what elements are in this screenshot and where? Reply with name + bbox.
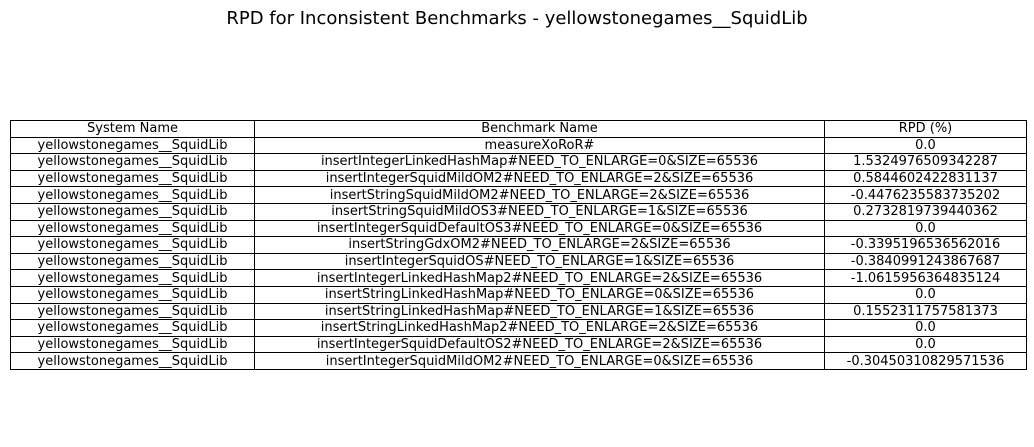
table-row: yellowstonegames__SquidLib insertStringGd… bbox=[10, 236, 1027, 254]
benchmark-name-cell: insertStringGdxOM2#NEED_TO_ENLARGE=2&SIZ… bbox=[254, 236, 825, 254]
table-header-row: System Name Benchmark Name RPD (%) bbox=[10, 120, 1027, 138]
system-name-cell: yellowstonegames__SquidLib bbox=[10, 252, 255, 271]
table-row: yellowstonegames__SquidLib insertIntegerL… bbox=[10, 153, 1027, 171]
rpd-cell: 0.0 bbox=[824, 219, 1027, 238]
rpd-cell: -0.30450310829571536 bbox=[824, 352, 1027, 370]
table-row: yellowstonegames__SquidLib insertStringSq… bbox=[10, 186, 1027, 204]
column-header-system-name: System Name bbox=[10, 120, 255, 138]
column-header-benchmark-name: Benchmark Name bbox=[254, 120, 825, 138]
table-row: yellowstonegames__SquidLib insertStringLi… bbox=[10, 285, 1027, 304]
chart-title: RPD for Inconsistent Benchmarks - yellow… bbox=[226, 8, 808, 29]
benchmark-name-cell: insertIntegerSquidOS#NEED_TO_ENLARGE=1&S… bbox=[254, 252, 825, 271]
table-row: yellowstonegames__SquidLib insertIntegerS… bbox=[10, 252, 1027, 271]
benchmark-name-cell: insertIntegerLinkedHashMap#NEED_TO_ENLAR… bbox=[254, 153, 825, 171]
rpd-cell: 0.5844602422831137 bbox=[824, 169, 1027, 188]
rpd-cell: 0.1552311757581373 bbox=[824, 302, 1027, 321]
rpd-cell: -0.4476235583735202 bbox=[824, 186, 1027, 204]
rpd-cell: -0.3840991243867687 bbox=[824, 252, 1027, 271]
table-row: yellowstonegames__SquidLib insertIntegerS… bbox=[10, 169, 1027, 188]
table-body: yellowstonegames__SquidLib measureXoRoR# 0… bbox=[10, 136, 1027, 370]
benchmark-name-cell: insertStringSquidMildOM2#NEED_TO_ENLARGE… bbox=[254, 186, 825, 204]
rpd-cell: 0.0 bbox=[824, 319, 1027, 337]
benchmark-name-cell: insertStringSquidMildOS3#NEED_TO_ENLARGE… bbox=[254, 202, 825, 221]
system-name-cell: yellowstonegames__SquidLib bbox=[10, 236, 255, 254]
benchmark-name-cell: insertStringLinkedHashMap#NEED_TO_ENLARG… bbox=[254, 285, 825, 304]
system-name-cell: yellowstonegames__SquidLib bbox=[10, 202, 255, 221]
table-row: yellowstonegames__SquidLib measureXoRoR# 0… bbox=[10, 136, 1027, 155]
rpd-cell: 0.0 bbox=[824, 285, 1027, 304]
system-name-cell: yellowstonegames__SquidLib bbox=[10, 302, 255, 321]
benchmark-table: System Name Benchmark Name RPD (%) yello… bbox=[10, 120, 1027, 370]
table-row: yellowstonegames__SquidLib insertIntegerS… bbox=[10, 335, 1027, 354]
table-row: yellowstonegames__SquidLib insertStringLi… bbox=[10, 302, 1027, 321]
table-row: yellowstonegames__SquidLib insertIntegerS… bbox=[10, 352, 1027, 370]
rpd-cell: 1.5324976509342287 bbox=[824, 153, 1027, 171]
rpd-cell: 0.0 bbox=[824, 335, 1027, 354]
benchmark-name-cell: insertStringLinkedHashMap2#NEED_TO_ENLAR… bbox=[254, 319, 825, 337]
benchmark-name-cell: insertIntegerSquidDefaultOS3#NEED_TO_ENL… bbox=[254, 219, 825, 238]
rpd-cell: 0.0 bbox=[824, 136, 1027, 155]
system-name-cell: yellowstonegames__SquidLib bbox=[10, 153, 255, 171]
system-name-cell: yellowstonegames__SquidLib bbox=[10, 285, 255, 304]
table-row: yellowstonegames__SquidLib insertStringSq… bbox=[10, 202, 1027, 221]
column-header-rpd: RPD (%) bbox=[824, 120, 1027, 138]
benchmark-name-cell: insertStringLinkedHashMap#NEED_TO_ENLARG… bbox=[254, 302, 825, 321]
system-name-cell: yellowstonegames__SquidLib bbox=[10, 169, 255, 188]
rpd-cell: -0.3395196536562016 bbox=[824, 236, 1027, 254]
rpd-cell: -1.0615956364835124 bbox=[824, 269, 1027, 287]
system-name-cell: yellowstonegames__SquidLib bbox=[10, 219, 255, 238]
system-name-cell: yellowstonegames__SquidLib bbox=[10, 136, 255, 155]
system-name-cell: yellowstonegames__SquidLib bbox=[10, 352, 255, 370]
benchmark-name-cell: insertIntegerSquidDefaultOS2#NEED_TO_ENL… bbox=[254, 335, 825, 354]
rpd-cell: 0.2732819739440362 bbox=[824, 202, 1027, 221]
benchmark-name-cell: insertIntegerSquidMildOM2#NEED_TO_ENLARG… bbox=[254, 352, 825, 370]
benchmark-name-cell: insertIntegerSquidMildOM2#NEED_TO_ENLARG… bbox=[254, 169, 825, 188]
table-row: yellowstonegames__SquidLib insertIntegerS… bbox=[10, 219, 1027, 238]
benchmark-name-cell: insertIntegerLinkedHashMap2#NEED_TO_ENLA… bbox=[254, 269, 825, 287]
benchmark-name-cell: measureXoRoR# bbox=[254, 136, 825, 155]
table-row: yellowstonegames__SquidLib insertIntegerL… bbox=[10, 269, 1027, 287]
system-name-cell: yellowstonegames__SquidLib bbox=[10, 186, 255, 204]
system-name-cell: yellowstonegames__SquidLib bbox=[10, 335, 255, 354]
system-name-cell: yellowstonegames__SquidLib bbox=[10, 269, 255, 287]
table-row: yellowstonegames__SquidLib insertStringLi… bbox=[10, 319, 1027, 337]
system-name-cell: yellowstonegames__SquidLib bbox=[10, 319, 255, 337]
